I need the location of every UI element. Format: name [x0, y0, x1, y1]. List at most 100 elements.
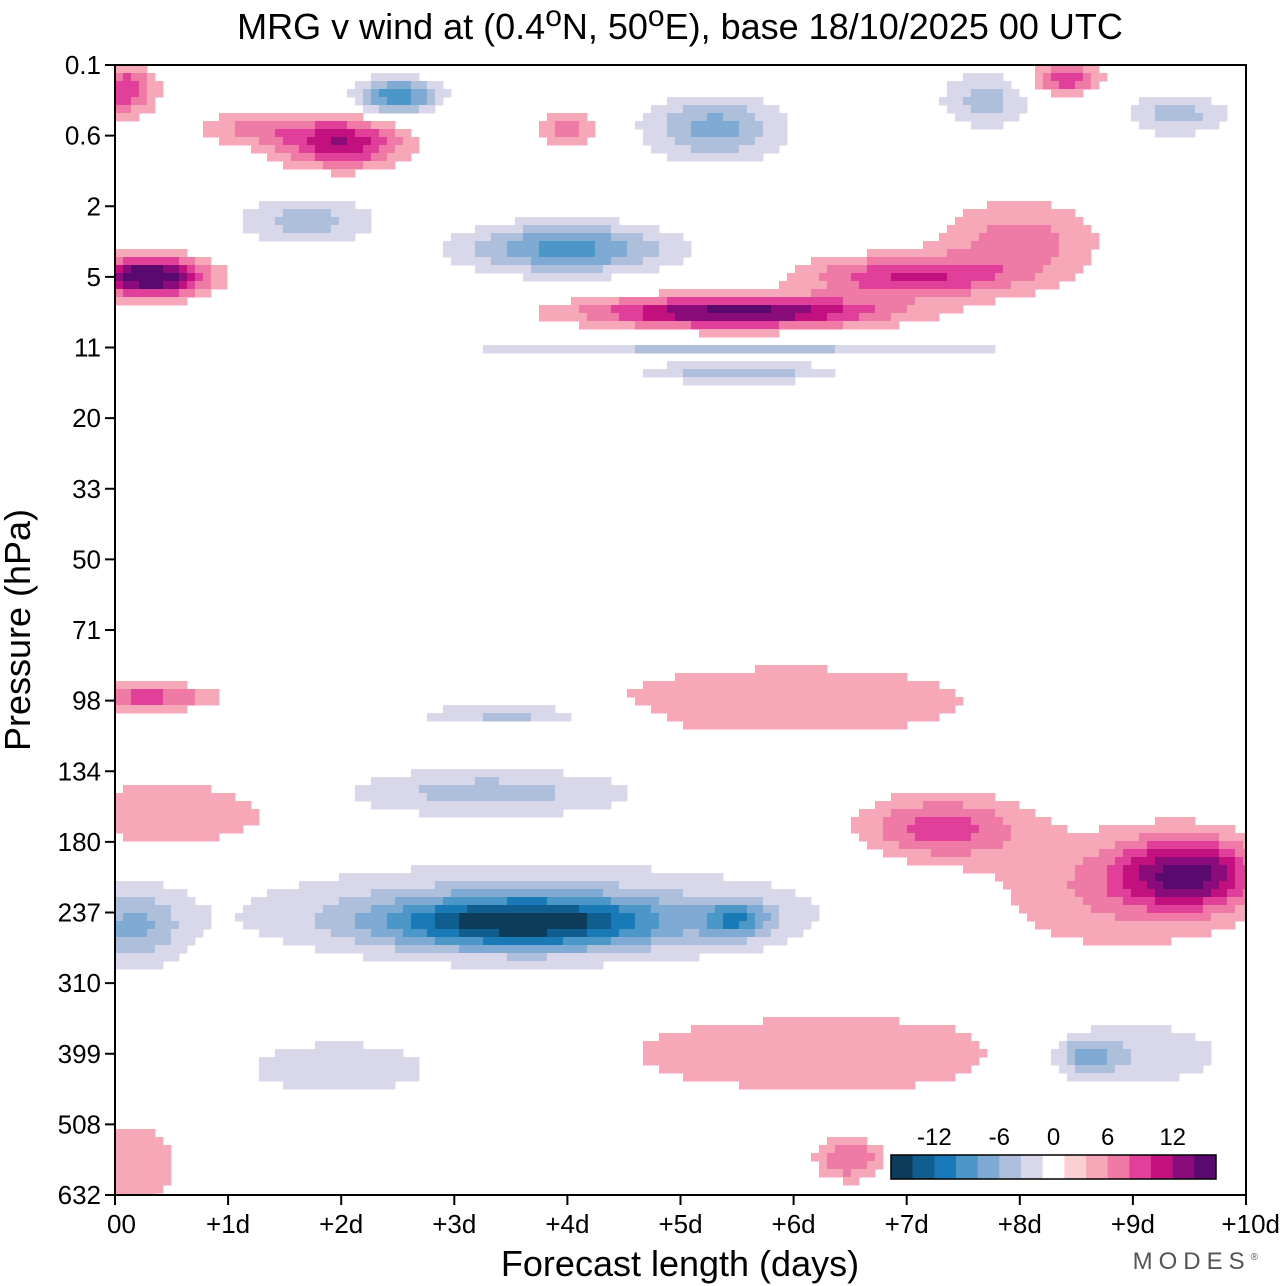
contour-cell	[787, 273, 796, 282]
contour-cell	[1003, 881, 1012, 890]
contour-cell	[843, 689, 852, 698]
contour-cell	[683, 697, 692, 706]
contour-cell	[875, 841, 884, 850]
contour-cell	[1011, 873, 1020, 882]
contour-cell	[691, 913, 700, 922]
contour-cell	[347, 1049, 356, 1058]
contour-cell	[1163, 1065, 1172, 1074]
contour-cell	[883, 1041, 892, 1050]
contour-cell	[251, 113, 260, 122]
contour-cell	[891, 321, 900, 330]
contour-cell	[691, 145, 700, 154]
contour-cell	[339, 929, 348, 938]
contour-cell	[787, 673, 796, 682]
contour-cell	[867, 249, 876, 258]
contour-cell	[1075, 257, 1084, 266]
contour-cell	[915, 1033, 924, 1042]
contour-cell	[771, 105, 780, 114]
contour-cell	[1067, 233, 1076, 242]
contour-cell	[883, 673, 892, 682]
contour-cell	[955, 81, 964, 90]
contour-cell	[955, 1057, 964, 1066]
contour-cell	[747, 297, 756, 306]
contour-cell	[1187, 841, 1196, 850]
contour-cell	[531, 809, 540, 818]
contour-cell	[259, 129, 268, 138]
contour-cell	[267, 921, 276, 930]
contour-cell	[883, 809, 892, 818]
contour-cell	[1051, 257, 1060, 266]
contour-cell	[195, 265, 204, 274]
contour-cell	[963, 809, 972, 818]
contour-cell	[787, 905, 796, 914]
contour-cell	[275, 913, 284, 922]
contour-cell	[691, 113, 700, 122]
contour-cell	[267, 113, 276, 122]
contour-cell	[499, 913, 508, 922]
contour-cell	[1075, 1049, 1084, 1058]
contour-cell	[1243, 841, 1246, 850]
contour-cell	[803, 921, 812, 930]
contour-cell	[963, 849, 972, 858]
contour-cell	[491, 225, 500, 234]
contour-cell	[835, 697, 844, 706]
contour-cell	[907, 265, 916, 274]
contour-cell	[323, 1049, 332, 1058]
contour-cell	[947, 249, 956, 258]
contour-cell	[987, 97, 996, 106]
contour-cell	[683, 345, 692, 354]
contour-cell	[171, 945, 180, 954]
contour-cell	[147, 297, 156, 306]
contour-cell	[1211, 841, 1220, 850]
contour-cell	[771, 297, 780, 306]
x-tick-label: +7d	[885, 1209, 929, 1239]
contour-cell	[531, 769, 540, 778]
contour-cell	[779, 113, 788, 122]
contour-cell	[947, 225, 956, 234]
contour-cell	[883, 1033, 892, 1042]
contour-cell	[403, 97, 412, 106]
contour-cell	[571, 961, 580, 970]
contour-cell	[123, 833, 132, 842]
contour-cell	[859, 281, 868, 290]
contour-cell	[995, 849, 1004, 858]
contour-cell	[987, 793, 996, 802]
contour-cell	[635, 953, 644, 962]
contour-cell	[123, 297, 132, 306]
contour-cell	[347, 873, 356, 882]
contour-cell	[1147, 841, 1156, 850]
contour-cell	[571, 921, 580, 930]
contour-cell	[1035, 273, 1044, 282]
contour-cell	[859, 1073, 868, 1082]
contour-cell	[1051, 249, 1060, 258]
contour-cell	[339, 889, 348, 898]
contour-cell	[619, 873, 628, 882]
contour-cell	[851, 1041, 860, 1050]
contour-cell	[1123, 825, 1132, 834]
contour-cell	[131, 1177, 140, 1186]
contour-cell	[971, 121, 980, 130]
contour-cell	[715, 713, 724, 722]
contour-cell	[667, 305, 676, 314]
contour-cell	[1115, 1057, 1124, 1066]
contour-cell	[547, 713, 556, 722]
contour-cell	[659, 145, 668, 154]
contour-cell	[259, 1057, 268, 1066]
contour-cell	[1195, 921, 1204, 930]
contour-cell	[1043, 921, 1052, 930]
contour-cell	[1059, 881, 1068, 890]
contour-cell	[915, 257, 924, 266]
contour-cell	[1003, 841, 1012, 850]
contour-cell	[531, 889, 540, 898]
contour-cell	[723, 705, 732, 714]
contour-cell	[219, 113, 228, 122]
contour-cell	[115, 1145, 124, 1154]
contour-cell	[467, 801, 476, 810]
contour-cell	[1011, 249, 1020, 258]
contour-cell	[851, 1153, 860, 1162]
contour-cell	[579, 225, 588, 234]
contour-cell	[899, 697, 908, 706]
contour-cell	[939, 305, 948, 314]
contour-cell	[891, 1025, 900, 1034]
contour-cell	[723, 345, 732, 354]
